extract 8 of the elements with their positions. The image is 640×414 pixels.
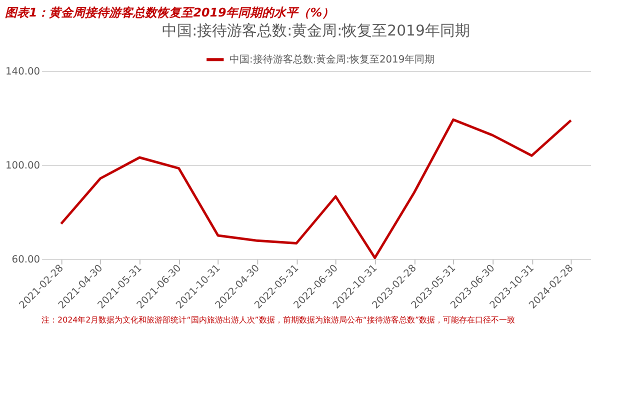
chart-title: 图表1：黄金周接待游客总数恢复至2019年同期的水平（%）	[4, 6, 334, 20]
chart-subtitle: 中国:接待游客总数:黄金周:恢复至2019年同期	[162, 22, 470, 40]
line-series	[60, 118, 572, 260]
legend-label: 中国:接待游客总数:黄金周:恢复至2019年同期	[229, 54, 435, 66]
text: 注：2024年2月数据为文化和旅游部统计“国内旅游出游人次”数据，前期数据为旅游局公布“接待游客总数”数据，可能存在口径不一致	[42, 315, 516, 324]
y-tick-label: 140.00	[6, 66, 40, 78]
y-tick-label: 60.00	[12, 254, 40, 266]
y-tick-label: 100.00	[6, 160, 40, 172]
